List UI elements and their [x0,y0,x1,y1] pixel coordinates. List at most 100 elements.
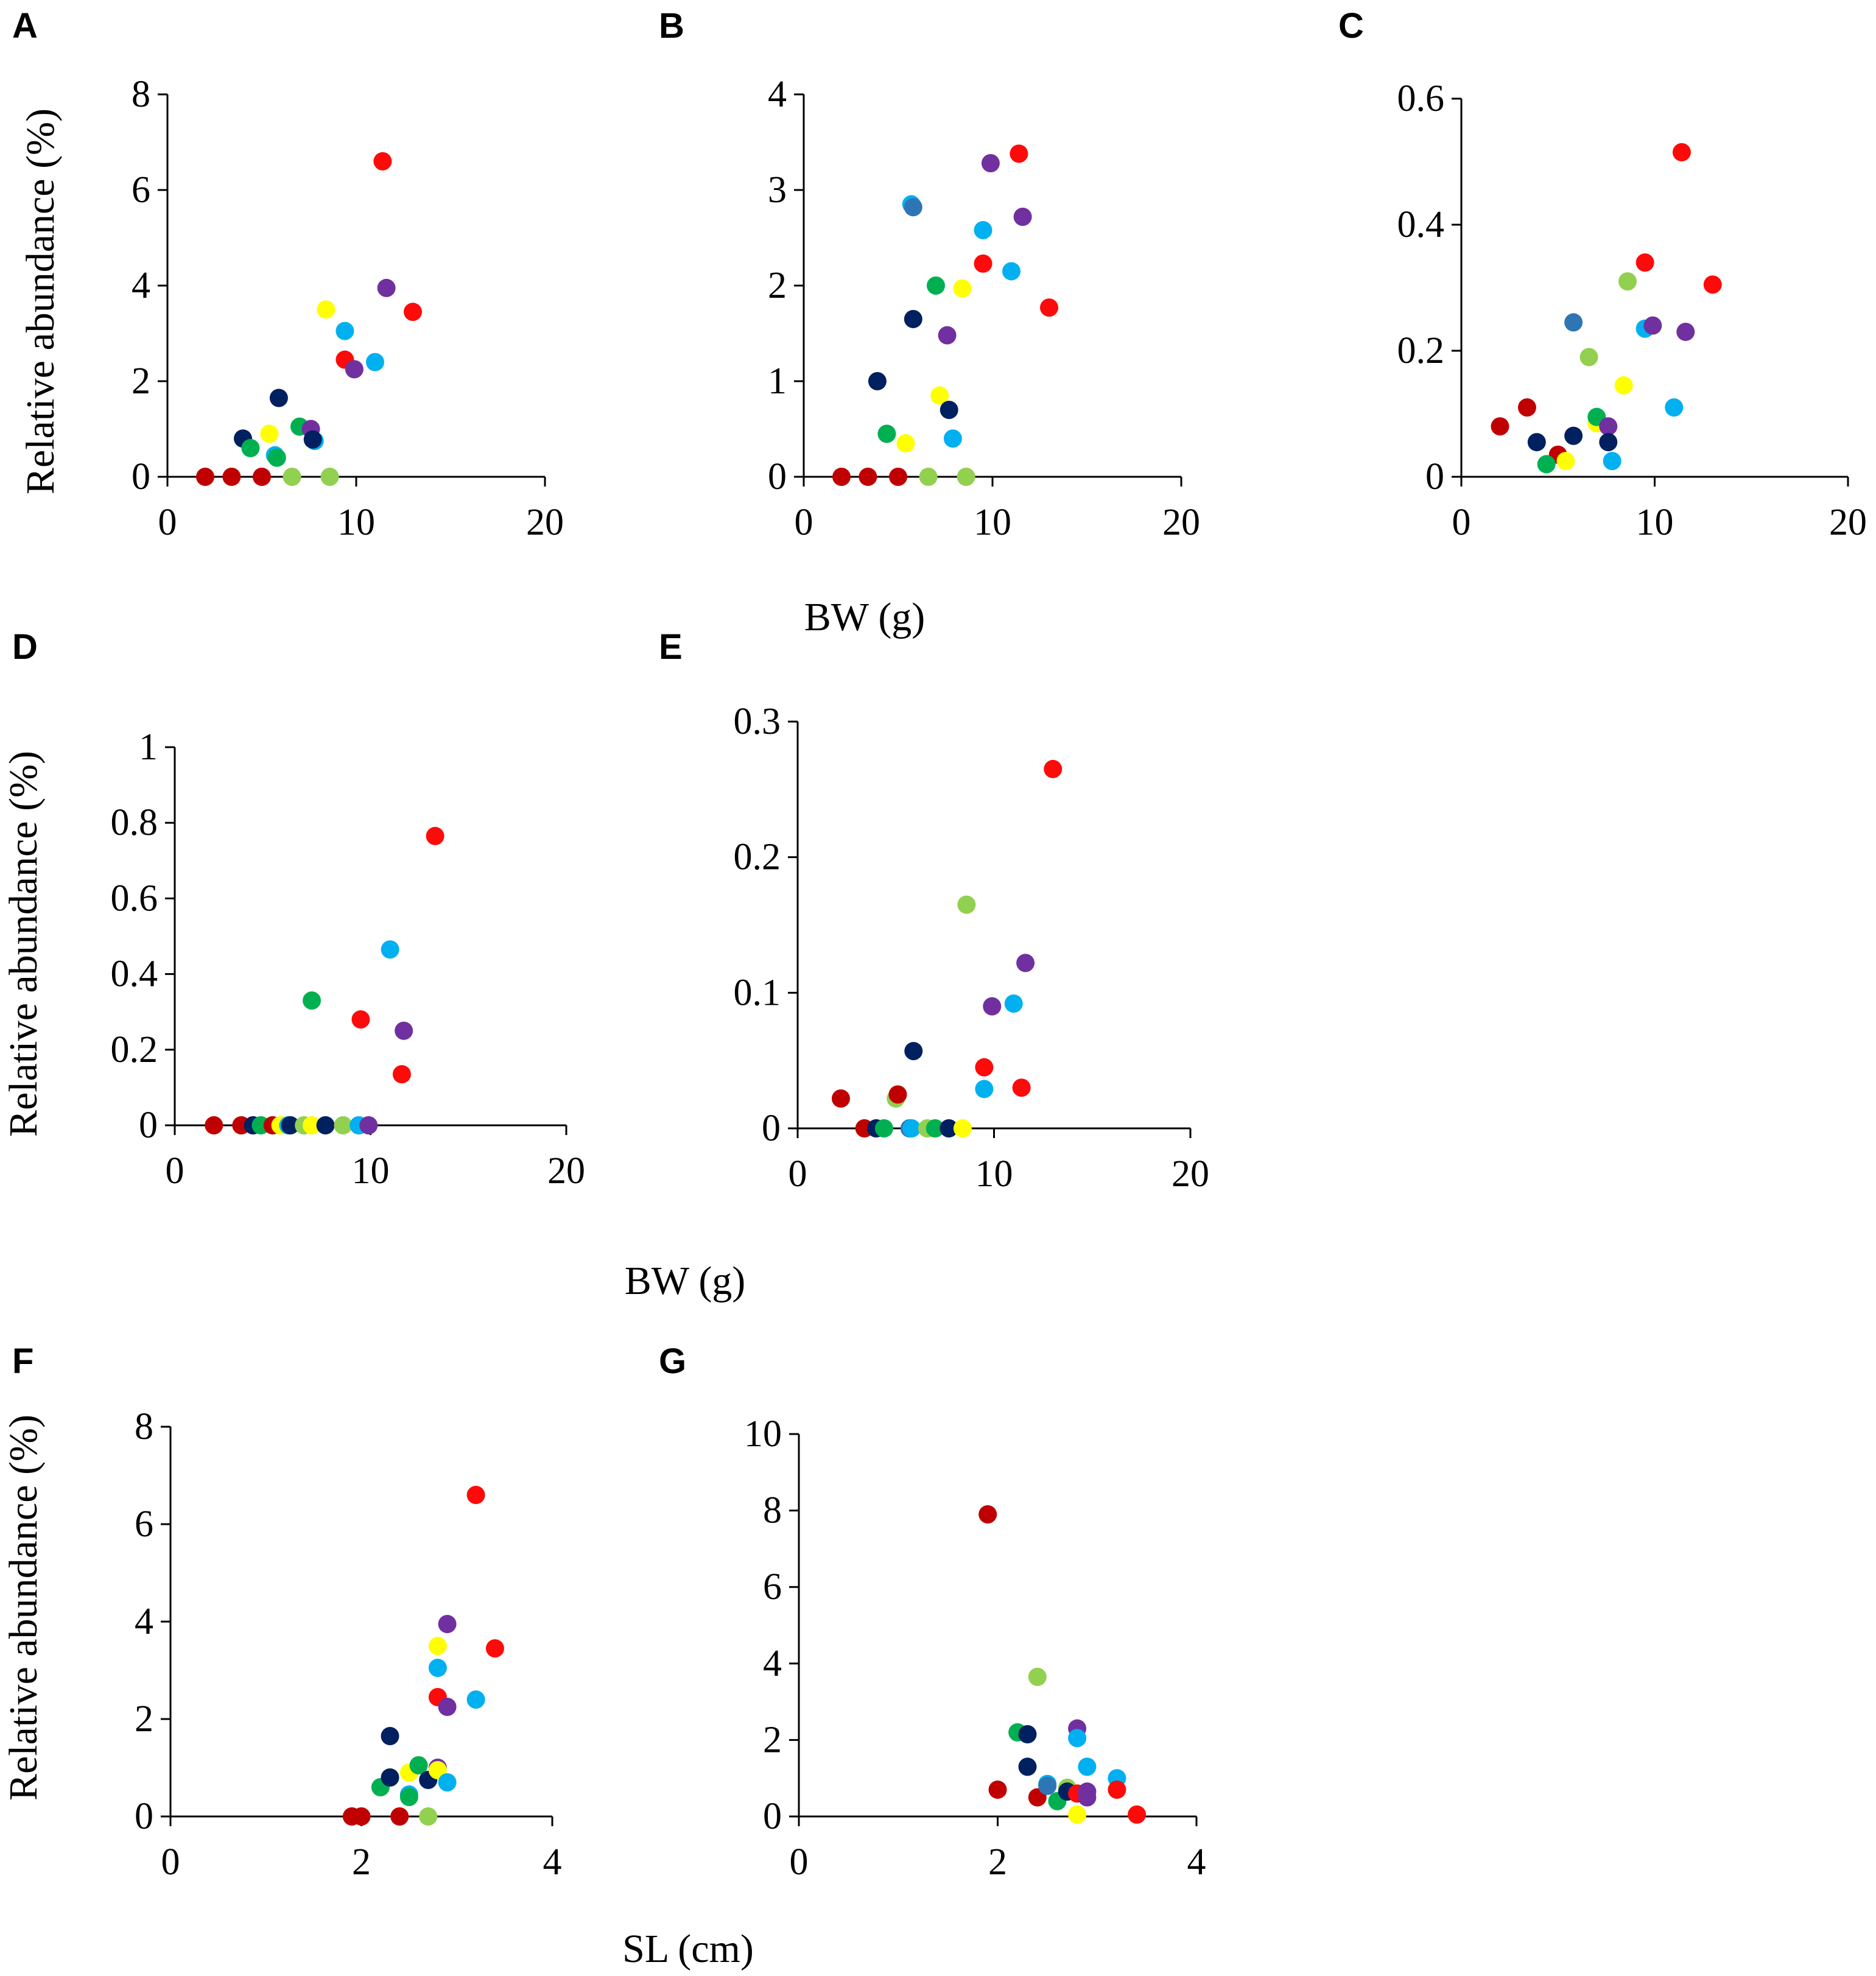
data-point-f [428,1637,447,1655]
data-point-b [953,279,972,298]
x-tick-label-b: 0 [795,502,813,543]
data-point-e [983,997,1002,1016]
y-tick-label-f: 6 [135,1503,153,1545]
data-point-f [352,1807,371,1826]
panel-letter-f: F [12,1341,33,1381]
data-point-c [1491,417,1509,436]
data-point-e [975,1058,994,1077]
y-tick-label-e: 0.2 [734,837,781,878]
y-tick-label-g: 8 [763,1490,782,1531]
x-tick-label-e: 0 [789,1153,807,1195]
y-tick-label-d: 1 [139,726,158,768]
y-tick-label-f: 8 [135,1406,153,1447]
data-point-g [1068,1729,1087,1748]
data-point-g [978,1505,997,1524]
data-point-a [320,468,339,486]
panel-g: G 0 2 4 6 8 10 0 2 4 [659,1341,1206,1883]
x-tick-label-c: 20 [1829,502,1867,543]
panel-letter-a: A [12,6,38,46]
data-point-b [919,468,938,486]
data-point-c [1556,452,1575,471]
y-tick-label-a: 8 [132,74,150,115]
data-point-e [1012,1078,1031,1097]
y-tick-label-c: 0.2 [1397,330,1445,371]
xlabel-bottom: SL (cm) [622,1927,754,1971]
data-point-b [940,401,958,420]
data-point-e [1004,994,1023,1013]
data-point-c [1517,398,1536,417]
data-point-d [381,940,399,959]
y-tick-label-d: 0 [139,1105,158,1146]
data-point-e [874,1119,893,1137]
y-tick-label-d: 0.4 [111,954,158,995]
x-tick-label-a: 10 [337,502,375,543]
y-tick-label-g: 6 [763,1566,782,1608]
y-tick-label-b: 4 [768,74,787,115]
data-point-b [859,468,877,486]
data-point-f [438,1698,457,1716]
data-point-d [426,826,444,845]
data-point-g [1078,1757,1097,1776]
panel-d: D00.20.40.60.810 10 20 [12,627,585,1192]
data-point-a [377,278,396,297]
data-point-b [1010,144,1028,163]
data-point-a [283,468,301,486]
data-point-b [930,386,949,405]
data-point-c [1599,433,1618,452]
panel-letter-g: G [659,1341,686,1381]
data-point-c [1614,376,1633,395]
x-tick-label-e: 10 [975,1153,1013,1195]
y-tick-label-b: 2 [768,265,787,306]
y-tick-label-d: 0.2 [111,1029,158,1071]
data-point-d [392,1065,411,1084]
x-tick-label-c: 10 [1636,502,1674,543]
data-point-c [1579,348,1598,367]
data-point-b [868,372,887,390]
data-point-d [351,1010,370,1029]
x-tick-label-b: 10 [974,502,1011,543]
panel-letter-e: E [659,627,683,667]
x-tick-label-f: 2 [352,1841,371,1883]
y-tick-label-d: 0.8 [111,802,158,843]
y-tick-label-e: 0.1 [734,972,781,1013]
xlabel-top: BW (g) [804,595,926,639]
data-point-f [399,1788,418,1806]
panel-a: A 0 2 4 6 8 0 10 20 [12,6,564,543]
data-point-a [196,468,214,486]
data-point-f [381,1768,399,1787]
data-point-g [988,1781,1007,1799]
y-tick-label-f: 2 [135,1698,153,1740]
data-point-a [366,353,384,371]
data-point-c [1703,275,1722,294]
data-point-b [974,254,992,273]
data-point-b [904,198,922,217]
data-point-a [373,152,392,171]
data-point-e [904,1042,923,1061]
data-point-a [303,430,322,449]
y-tick-label-d: 0.6 [111,877,158,919]
ylabel-middle: Relative abundance (%) [1,751,46,1137]
panel-letter-d: D [12,627,38,667]
data-point-f [390,1807,409,1826]
y-tick-label-c: 0.6 [1397,78,1445,119]
panel-c: C 0 0.2 0.4 0.6 0 10 20 [1338,6,1867,543]
data-point-a [336,322,354,340]
data-point-g [1038,1776,1057,1795]
data-point-g [1018,1725,1037,1743]
data-point-e [953,1119,972,1137]
y-tick-label-b: 0 [768,456,787,498]
data-point-f [466,1690,485,1709]
data-point-f [438,1615,457,1633]
data-point-d [359,1116,378,1134]
data-point-g [1018,1757,1037,1776]
data-point-c [1618,272,1637,291]
x-tick-label-a: 20 [526,502,564,543]
data-point-a [267,448,286,467]
y-tick-label-b: 3 [768,169,787,211]
data-point-d [316,1116,335,1134]
data-point-a [222,468,241,486]
data-point-f [409,1756,428,1774]
data-point-a [241,438,260,457]
y-tick-label-c: 0 [1425,456,1444,498]
